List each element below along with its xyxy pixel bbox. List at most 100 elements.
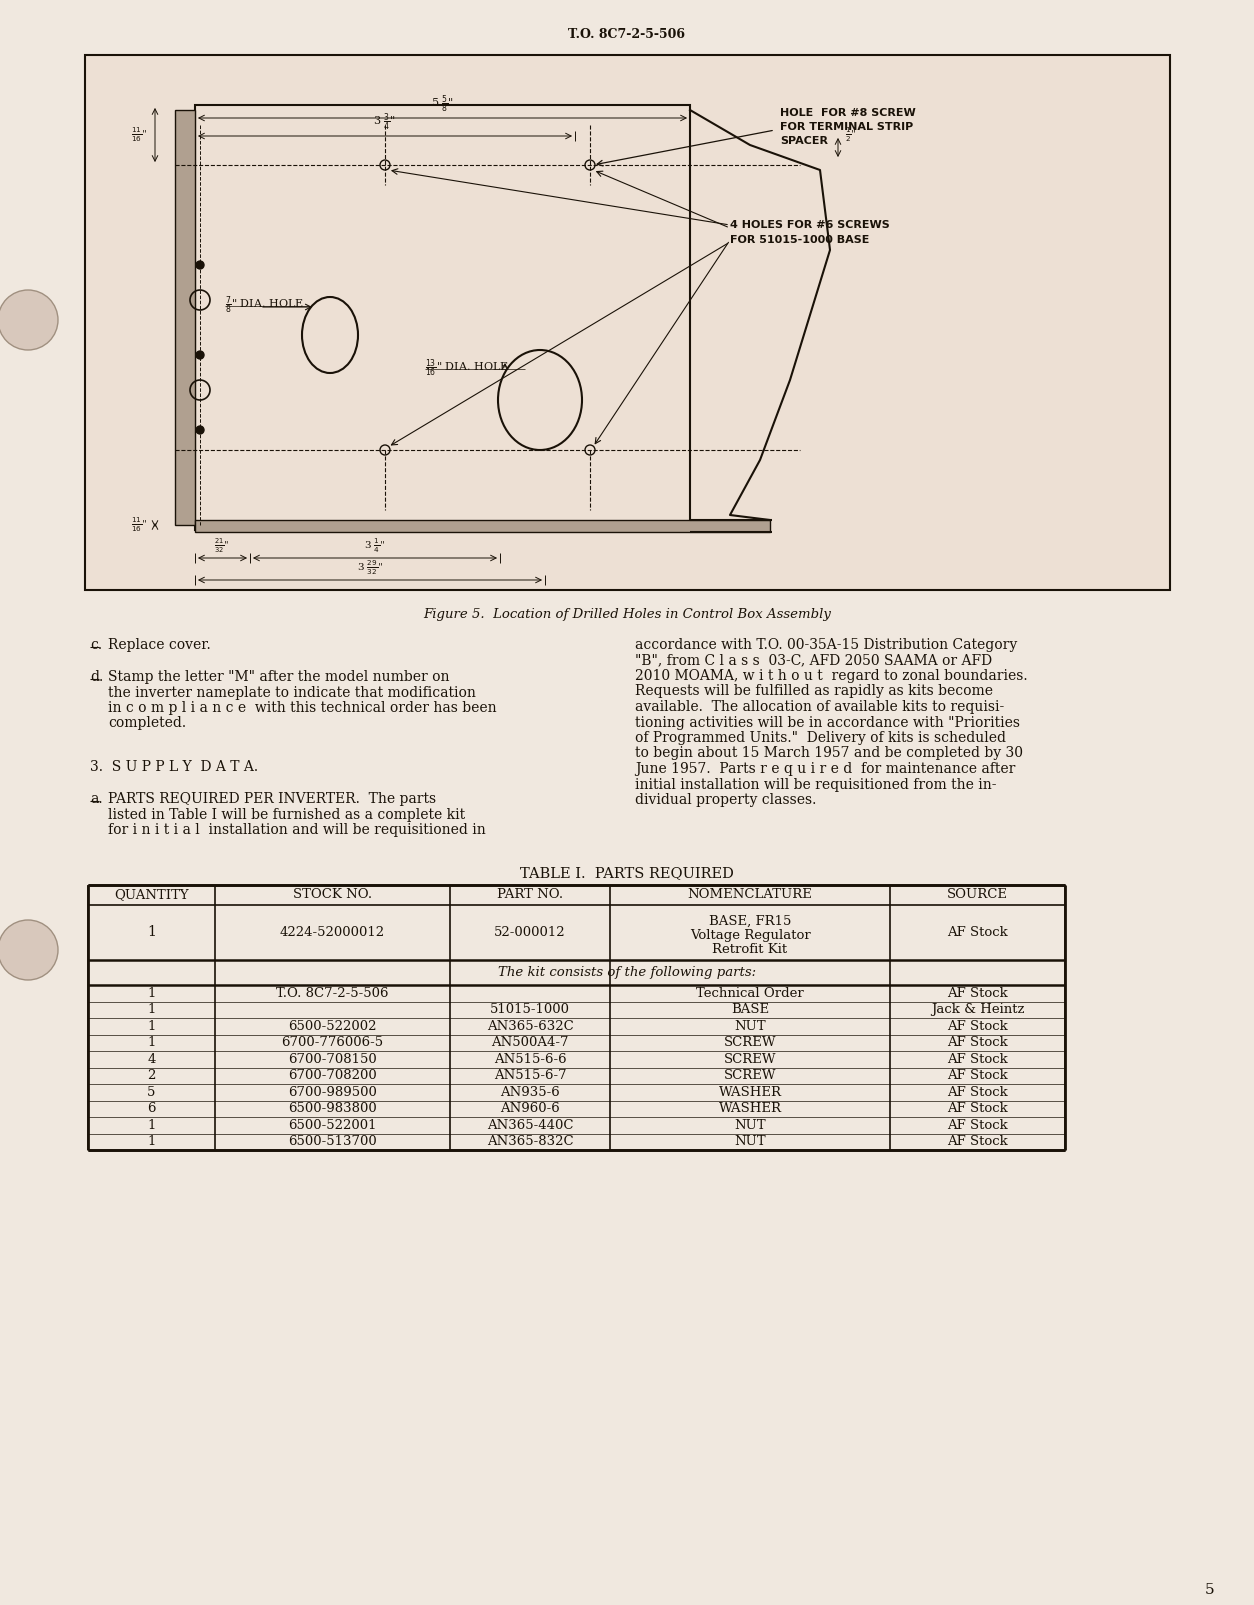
Bar (176, 111, 196, 525)
Text: 6700-989500: 6700-989500 (288, 1085, 377, 1099)
Text: $\frac{11}{16}$": $\frac{11}{16}$" (130, 515, 147, 534)
Text: 4 HOLES FOR #6 SCREWS: 4 HOLES FOR #6 SCREWS (730, 220, 890, 230)
Text: Retrofit Kit: Retrofit Kit (712, 944, 788, 957)
Text: STOCK NO.: STOCK NO. (293, 889, 372, 902)
Text: 1: 1 (147, 1135, 155, 1148)
Text: AN365-632C: AN365-632C (487, 1019, 573, 1032)
Text: 2010 MOAMA, w i t h o u t  regard to zonal boundaries.: 2010 MOAMA, w i t h o u t regard to zona… (635, 669, 1027, 684)
Text: accordance with T.O. 00-35A-15 Distribution Category: accordance with T.O. 00-35A-15 Distribut… (635, 639, 1017, 652)
Text: 52-000012: 52-000012 (494, 926, 566, 939)
Text: AN935-6: AN935-6 (500, 1085, 559, 1099)
Text: 5: 5 (1205, 1583, 1215, 1597)
Bar (196, 520, 770, 531)
Text: TABLE I.  PARTS REQUIRED: TABLE I. PARTS REQUIRED (520, 867, 734, 880)
Text: AN515-6-7: AN515-6-7 (494, 1069, 567, 1082)
Text: Jack & Heintz: Jack & Heintz (930, 1003, 1025, 1016)
Text: AN365-440C: AN365-440C (487, 1119, 573, 1132)
Text: initial installation will be requisitioned from the in-: initial installation will be requisition… (635, 777, 997, 791)
Text: $\frac{11}{16}$": $\frac{11}{16}$" (130, 125, 147, 144)
Text: NUT: NUT (734, 1019, 766, 1032)
Text: FOR TERMINAL STRIP: FOR TERMINAL STRIP (780, 122, 913, 132)
Text: $\frac{13}{16}$" DIA. HOLE: $\frac{13}{16}$" DIA. HOLE (425, 358, 509, 379)
Text: NOMENCLATURE: NOMENCLATURE (687, 889, 813, 902)
Text: Requests will be fulfilled as rapidly as kits become: Requests will be fulfilled as rapidly as… (635, 684, 993, 698)
Text: AN960-6: AN960-6 (500, 1103, 559, 1115)
Text: 3 $\frac{29}{32}$": 3 $\frac{29}{32}$" (357, 559, 382, 578)
Text: 3 $\frac{1}{4}$": 3 $\frac{1}{4}$" (364, 536, 386, 555)
Text: to begin about 15 March 1957 and be completed by 30: to begin about 15 March 1957 and be comp… (635, 746, 1023, 761)
Text: AF Stock: AF Stock (947, 1037, 1008, 1050)
Text: June 1957.  Parts r e q u i r e d  for maintenance after: June 1957. Parts r e q u i r e d for mai… (635, 762, 1016, 775)
Text: AF Stock: AF Stock (947, 1069, 1008, 1082)
Text: Technical Order: Technical Order (696, 987, 804, 1000)
Text: 6500-522002: 6500-522002 (288, 1019, 376, 1032)
Text: 1: 1 (147, 1019, 155, 1032)
Text: AF Stock: AF Stock (947, 1103, 1008, 1115)
Text: 3.  S U P P L Y  D A T A.: 3. S U P P L Y D A T A. (90, 761, 258, 774)
Text: $\frac{21}{32}$": $\frac{21}{32}$" (214, 536, 229, 555)
Text: "B", from C l a s s  03-C, AFD 2050 SAAMA or AFD: "B", from C l a s s 03-C, AFD 2050 SAAMA… (635, 653, 992, 668)
Text: AF Stock: AF Stock (947, 987, 1008, 1000)
Text: 1: 1 (147, 987, 155, 1000)
Text: Replace cover.: Replace cover. (108, 639, 211, 652)
Text: c.: c. (90, 639, 102, 652)
Text: BASE: BASE (731, 1003, 769, 1016)
Text: 6700-708200: 6700-708200 (288, 1069, 377, 1082)
Text: in c o m p l i a n c e  with this technical order has been: in c o m p l i a n c e with this technic… (108, 701, 497, 714)
Text: AF Stock: AF Stock (947, 1085, 1008, 1099)
Text: AN500A4-7: AN500A4-7 (492, 1037, 569, 1050)
Text: HOLE  FOR #8 SCREW: HOLE FOR #8 SCREW (780, 108, 915, 119)
Text: T.O. 8C7-2-5-506: T.O. 8C7-2-5-506 (276, 987, 389, 1000)
Text: The kit consists of the following parts:: The kit consists of the following parts: (498, 966, 756, 979)
Text: 4224-52000012: 4224-52000012 (280, 926, 385, 939)
Text: PART NO.: PART NO. (497, 889, 563, 902)
Text: NUT: NUT (734, 1135, 766, 1148)
Text: the inverter nameplate to indicate that modification: the inverter nameplate to indicate that … (108, 685, 475, 700)
Text: of Programmed Units."  Delivery of kits is scheduled: of Programmed Units." Delivery of kits i… (635, 730, 1006, 745)
Text: a.: a. (90, 791, 103, 806)
Circle shape (0, 291, 58, 350)
Text: PARTS REQUIRED PER INVERTER.  The parts: PARTS REQUIRED PER INVERTER. The parts (108, 791, 436, 806)
Text: tioning activities will be in accordance with "Priorities: tioning activities will be in accordance… (635, 716, 1020, 730)
Text: 6700-776006-5: 6700-776006-5 (281, 1037, 384, 1050)
Text: 6: 6 (147, 1103, 155, 1115)
Text: 1: 1 (147, 1037, 155, 1050)
Text: WASHER: WASHER (719, 1103, 781, 1115)
Text: AF Stock: AF Stock (947, 926, 1008, 939)
Text: 1: 1 (147, 1119, 155, 1132)
Text: 5 $\frac{5}{8}$": 5 $\frac{5}{8}$" (431, 93, 454, 116)
Text: QUANTITY: QUANTITY (114, 889, 189, 902)
Text: NUT: NUT (734, 1119, 766, 1132)
Circle shape (196, 262, 204, 270)
Text: $\frac{1}{2}$": $\frac{1}{2}$" (845, 125, 856, 144)
Text: 2: 2 (147, 1069, 155, 1082)
Text: BASE, FR15: BASE, FR15 (709, 915, 791, 928)
Text: available.  The allocation of available kits to requisi-: available. The allocation of available k… (635, 700, 1004, 714)
Text: dividual property classes.: dividual property classes. (635, 793, 816, 807)
Text: 3 $\frac{3}{4}$": 3 $\frac{3}{4}$" (374, 111, 396, 133)
Text: AF Stock: AF Stock (947, 1019, 1008, 1032)
Text: SCREW: SCREW (724, 1069, 776, 1082)
Text: Stamp the letter "M" after the model number on: Stamp the letter "M" after the model num… (108, 669, 449, 684)
Text: AF Stock: AF Stock (947, 1135, 1008, 1148)
Text: 6500-983800: 6500-983800 (288, 1103, 377, 1115)
Bar (85, 55, 1170, 591)
Text: completed.: completed. (108, 716, 186, 730)
Text: WASHER: WASHER (719, 1085, 781, 1099)
Text: SCREW: SCREW (724, 1037, 776, 1050)
Text: for i n i t i a l  installation and will be requisitioned in: for i n i t i a l installation and will … (108, 823, 485, 836)
Circle shape (196, 425, 204, 433)
Text: 1: 1 (147, 926, 155, 939)
Text: AF Stock: AF Stock (947, 1119, 1008, 1132)
Text: AF Stock: AF Stock (947, 1053, 1008, 1066)
Text: 6500-522001: 6500-522001 (288, 1119, 376, 1132)
Text: SPACER: SPACER (780, 136, 828, 146)
Text: AN365-832C: AN365-832C (487, 1135, 573, 1148)
Text: 4: 4 (147, 1053, 155, 1066)
Text: $\frac{7}{8}$" DIA. HOLE: $\frac{7}{8}$" DIA. HOLE (224, 295, 303, 316)
Circle shape (0, 920, 58, 981)
Circle shape (196, 351, 204, 360)
Text: 6500-513700: 6500-513700 (288, 1135, 377, 1148)
Text: SCREW: SCREW (724, 1053, 776, 1066)
Text: T.O. 8C7-2-5-506: T.O. 8C7-2-5-506 (568, 27, 686, 42)
